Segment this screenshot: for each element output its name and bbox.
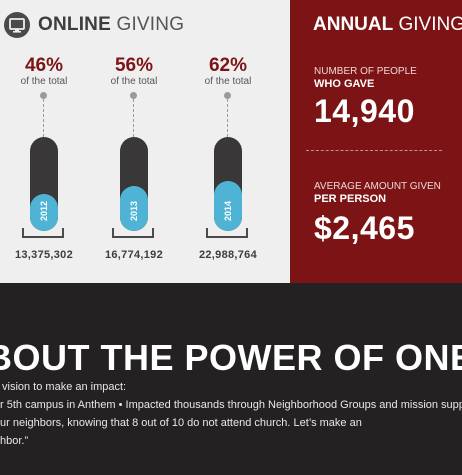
annual-title-bold: ANNUAL — [313, 14, 394, 35]
stat-divider — [306, 150, 442, 151]
top-section: ONLINE GIVING 46% of the total 2012 13,3… — [0, 0, 462, 283]
body-line-2: r 5th campus in Anthem • Impacted thousa… — [0, 399, 462, 411]
average-label-bold: PER PERSON — [314, 193, 387, 205]
online-giving-title: ONLINE GIVING — [38, 13, 184, 37]
average-label-text: AVERAGE AMOUNT GIVEN — [314, 181, 441, 192]
progress-pill: 2013 — [120, 137, 148, 231]
connector-dot — [130, 92, 137, 99]
monitor-icon — [4, 12, 30, 38]
bracket — [22, 228, 64, 238]
bracket — [112, 228, 154, 238]
year-label: 2013 — [129, 200, 139, 222]
people-label: NUMBER OF PEOPLE WHO GAVE — [314, 66, 417, 90]
year-label: 2012 — [39, 200, 49, 222]
percent-label: 62% — [208, 55, 248, 76]
progress-fill — [30, 194, 58, 231]
people-label-text: NUMBER OF PEOPLE — [314, 66, 417, 77]
body-line-1: vision to make an impact: — [2, 381, 127, 393]
amount-label: 16,774,192 — [104, 249, 164, 261]
online-title-bold: ONLINE — [38, 14, 111, 35]
percent-subtitle: of the total — [110, 76, 158, 87]
online-giving-panel: ONLINE GIVING 46% of the total 2012 13,3… — [0, 0, 290, 283]
people-count: 14,940 — [314, 93, 415, 129]
average-label: AVERAGE AMOUNT GIVEN PER PERSON — [314, 181, 441, 205]
progress-pill: 2014 — [214, 137, 242, 231]
percent-label: 46% — [24, 55, 64, 76]
year-label: 2014 — [223, 200, 233, 222]
connector-line — [43, 99, 44, 137]
percent-label: 56% — [114, 55, 154, 76]
online-title-light: GIVING — [116, 14, 185, 35]
connector-line — [133, 99, 134, 137]
amount-label: 13,375,302 — [14, 249, 74, 261]
average-amount: $2,465 — [314, 210, 415, 246]
amount-label: 22,988,764 — [198, 249, 258, 261]
connector-dot — [224, 92, 231, 99]
progress-pill: 2012 — [30, 137, 58, 231]
people-label-bold: WHO GAVE — [314, 78, 375, 90]
annual-giving-panel — [290, 0, 462, 283]
connector-line — [227, 99, 228, 137]
bracket — [206, 228, 248, 238]
body-line-4: hbor.” — [0, 435, 29, 447]
connector-dot — [40, 92, 47, 99]
progress-fill — [214, 181, 242, 231]
annual-title-light: GIVING — [398, 14, 462, 35]
percent-subtitle: of the total — [20, 76, 68, 87]
percent-subtitle: of the total — [204, 76, 252, 87]
annual-giving-title: ANNUAL GIVING — [313, 13, 462, 37]
body-line-3: ur neighbors, knowing that 8 out of 10 d… — [0, 417, 362, 429]
headline: BOUT THE POWER OF ONE. — [0, 337, 462, 378]
progress-fill — [120, 186, 148, 231]
